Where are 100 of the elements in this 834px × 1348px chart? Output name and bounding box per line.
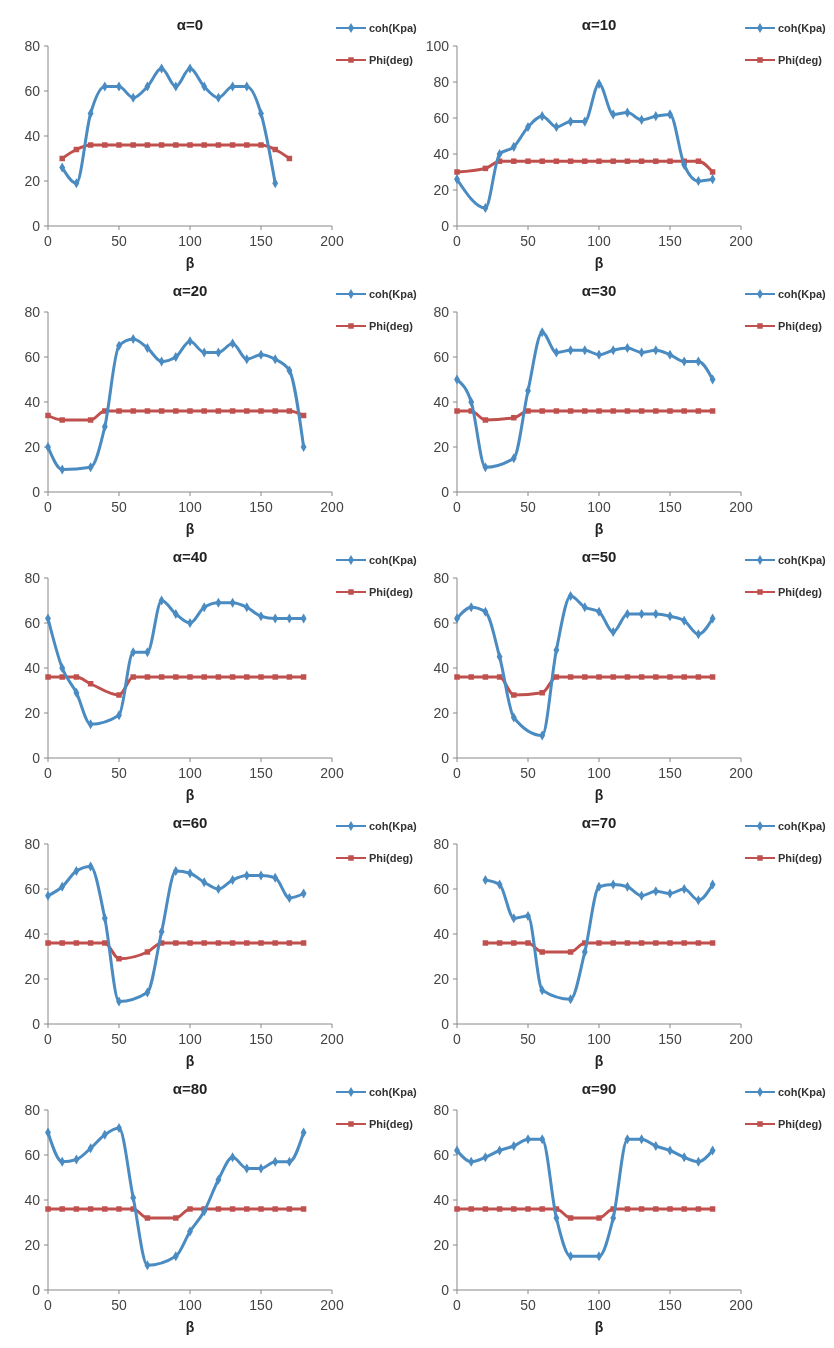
legend-label: coh(Kpa)	[369, 820, 417, 832]
legend-label: Phi(deg)	[369, 586, 414, 598]
y-tick-label: 60	[24, 1147, 41, 1163]
y-tick-label: 20	[433, 705, 450, 721]
point	[638, 408, 645, 414]
x-tick-label: 200	[729, 1297, 753, 1313]
point	[709, 940, 716, 946]
legend-label: coh(Kpa)	[369, 288, 417, 300]
y-tick-label: 80	[433, 74, 450, 90]
chart-title: α=50	[581, 548, 617, 565]
point	[272, 146, 278, 153]
y-tick-label: 80	[24, 304, 41, 320]
point	[610, 158, 616, 164]
point	[244, 674, 250, 680]
point	[610, 940, 616, 946]
x-tick-label: 50	[520, 1297, 536, 1313]
point	[87, 417, 94, 423]
y-tick-label: 0	[32, 750, 41, 766]
point	[158, 674, 165, 680]
point	[596, 674, 602, 680]
y-tick-label: 40	[433, 394, 450, 410]
point	[244, 1206, 250, 1212]
y-tick-label: 80	[24, 38, 41, 54]
point	[215, 408, 222, 414]
point	[201, 408, 207, 414]
x-axis-title: β	[594, 255, 604, 271]
x-tick-label: 100	[587, 233, 611, 249]
x-axis-title: β	[185, 521, 195, 537]
y-tick-label: 20	[433, 1237, 450, 1253]
point	[553, 674, 560, 680]
point	[482, 940, 489, 946]
x-tick-label: 150	[658, 1031, 682, 1047]
point	[286, 1206, 293, 1212]
point	[695, 940, 702, 946]
point	[709, 674, 716, 680]
y-tick-label: 0	[32, 218, 41, 234]
x-tick-label: 50	[111, 765, 127, 781]
x-tick-label: 0	[44, 765, 53, 781]
point	[638, 674, 645, 680]
point	[244, 408, 250, 414]
point	[454, 408, 460, 414]
x-tick-label: 50	[111, 1297, 127, 1313]
point	[229, 940, 236, 946]
point	[272, 940, 278, 946]
x-tick-label: 0	[453, 1297, 462, 1313]
point	[624, 674, 631, 680]
point	[539, 949, 545, 955]
point	[187, 142, 193, 148]
y-tick-label: 0	[441, 750, 450, 766]
point	[87, 940, 94, 946]
point	[215, 674, 222, 680]
legend-label: Phi(deg)	[778, 1118, 823, 1130]
point	[539, 690, 545, 696]
y-tick-label: 80	[24, 1102, 41, 1118]
point	[102, 1206, 108, 1212]
point	[258, 674, 264, 680]
legend-label: coh(Kpa)	[778, 22, 826, 34]
legend-label: Phi(deg)	[369, 54, 414, 66]
point	[582, 674, 588, 680]
point	[653, 408, 659, 414]
x-axis-title: β	[185, 255, 195, 271]
point	[158, 142, 165, 148]
x-tick-label: 0	[453, 765, 462, 781]
point	[229, 674, 236, 680]
x-tick-label: 200	[729, 499, 753, 515]
point	[45, 412, 51, 419]
chart-title: α=90	[581, 1080, 617, 1097]
point	[709, 169, 716, 175]
y-tick-label: 80	[24, 570, 41, 586]
y-tick-label: 40	[433, 146, 450, 162]
point	[653, 1206, 659, 1212]
point	[681, 1206, 687, 1212]
point	[638, 940, 645, 946]
y-tick-label: 40	[24, 926, 41, 942]
x-tick-label: 150	[658, 499, 682, 515]
point	[525, 1206, 531, 1212]
x-tick-label: 0	[44, 1031, 53, 1047]
x-tick-label: 150	[249, 233, 273, 249]
x-tick-label: 50	[111, 1031, 127, 1047]
x-tick-label: 100	[587, 499, 611, 515]
point	[258, 142, 264, 148]
chart-title: α=40	[172, 548, 208, 565]
point	[624, 158, 631, 164]
y-tick-label: 40	[24, 660, 41, 676]
x-tick-label: 150	[658, 765, 682, 781]
chart-title: α=30	[581, 282, 617, 299]
x-tick-label: 150	[249, 1297, 273, 1313]
point	[73, 940, 80, 946]
point	[511, 158, 517, 164]
point	[638, 1206, 645, 1212]
point	[482, 1206, 489, 1212]
legend-label: Phi(deg)	[369, 320, 414, 332]
point	[116, 408, 122, 414]
point	[496, 1206, 503, 1212]
point	[300, 674, 307, 680]
point	[496, 940, 503, 946]
point	[59, 674, 65, 680]
point	[229, 142, 236, 148]
point	[116, 956, 122, 962]
x-tick-label: 100	[178, 765, 202, 781]
